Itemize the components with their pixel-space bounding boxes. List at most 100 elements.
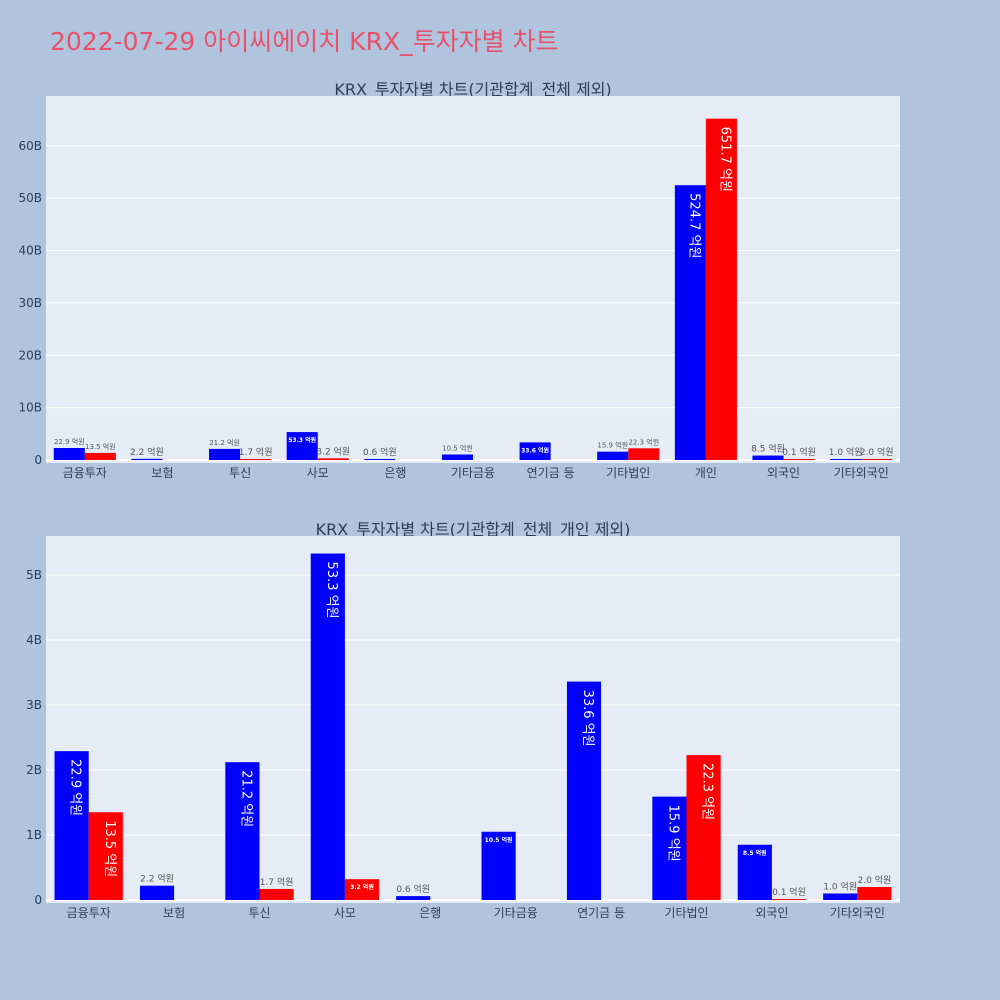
- data-label: 10.5 억원: [442, 444, 473, 453]
- x-tick-label: 외국인: [755, 906, 788, 920]
- bar-blue: [396, 896, 431, 900]
- bar-blue: [823, 893, 858, 900]
- data-label: 8.5 억원: [743, 849, 767, 857]
- data-label: 8.5 억원: [751, 443, 785, 455]
- bar-blue: [364, 459, 396, 460]
- y-tick-label: 3B: [26, 698, 42, 712]
- x-tick-label: 기타외국인: [834, 466, 889, 480]
- bar-blue: [481, 831, 516, 900]
- x-tick-label: 투신: [229, 466, 251, 480]
- data-label: 15.9 억원: [597, 441, 628, 450]
- x-tick-label: 기타법인: [606, 466, 650, 480]
- x-tick-label: 금융투자: [63, 466, 107, 480]
- bar-blue: [209, 448, 241, 460]
- data-label: 3.2 억원: [316, 445, 350, 457]
- bar-blue: [139, 885, 175, 900]
- data-label: 21.2 억원: [238, 770, 253, 827]
- bar-red: [857, 887, 892, 900]
- bar-red: [628, 448, 660, 460]
- x-tick-label: 기타외국인: [830, 906, 885, 920]
- data-label: 1.7 억원: [260, 876, 294, 888]
- data-label: 22.9 억원: [54, 437, 85, 446]
- y-tick-label: 10B: [18, 401, 42, 415]
- data-label: 0.1 억원: [772, 886, 806, 898]
- data-label: 13.5 억원: [85, 442, 116, 451]
- bar-red: [861, 458, 893, 460]
- y-tick-label: 50B: [18, 191, 42, 205]
- data-label: 22.3 억원: [628, 437, 659, 446]
- y-tick-label: 4B: [26, 633, 42, 647]
- y-tick-label: 20B: [18, 348, 42, 362]
- bar-blue: [519, 442, 551, 460]
- y-tick-label: 60B: [18, 139, 42, 153]
- bar-red: [783, 459, 815, 460]
- data-label: 651.7 억원: [717, 127, 732, 192]
- bar-blue: [53, 448, 85, 460]
- data-label: 524.7 억원: [686, 193, 701, 258]
- bar-red: [240, 459, 272, 460]
- data-label: 10.5 억원: [485, 836, 513, 844]
- data-label: 13.5 억원: [102, 820, 117, 877]
- bar-red: [259, 888, 294, 900]
- bar-blue: [131, 458, 163, 460]
- y-tick-label: 1B: [26, 828, 42, 842]
- bar-red: [771, 899, 807, 900]
- bar-blue: [752, 455, 784, 460]
- x-tick-label: 연기금 등: [577, 906, 625, 920]
- data-label: 2.0 억원: [858, 874, 892, 886]
- bar-blue: [674, 185, 706, 460]
- x-tick-label: 투신: [248, 906, 270, 920]
- x-tick-label: 기타법인: [664, 906, 708, 920]
- bar-blue: [830, 459, 862, 460]
- y-tick-label: 2B: [26, 763, 42, 777]
- y-tick-label: 0: [34, 453, 42, 467]
- data-label: 0.6 억원: [363, 446, 397, 458]
- data-label: 22.9 억원: [68, 759, 83, 816]
- bar-blue: [54, 751, 89, 900]
- bar-blue: [597, 451, 629, 460]
- bar-red: [686, 755, 721, 900]
- y-tick-label: 5B: [26, 568, 42, 582]
- data-label: 1.0 억원: [823, 881, 857, 893]
- chart-title: KRX_투자자별 차트(기관합계_전체 제외): [334, 80, 611, 100]
- x-tick-label: 은행: [384, 465, 406, 480]
- data-label: 22.3 억원: [700, 763, 715, 820]
- page-title: 2022-07-29 아이씨에이치 KRX_투자자별 차트: [50, 27, 559, 56]
- x-tick-label: 은행: [419, 905, 441, 920]
- bar-blue: [310, 553, 345, 900]
- data-label: 53.3 억원: [288, 436, 316, 444]
- data-label: 21.2 억원: [209, 438, 240, 447]
- data-label: 53.3 억원: [324, 562, 339, 619]
- bar-blue: [286, 432, 318, 460]
- bar-blue: [566, 681, 602, 900]
- plot-area: [46, 536, 900, 903]
- x-tick-label: 보험: [151, 466, 173, 480]
- data-label: 1.7 억원: [239, 446, 273, 458]
- data-label: 1.0 억원: [829, 446, 863, 458]
- bar-blue: [652, 796, 687, 900]
- bar-red: [344, 879, 380, 900]
- data-label: 3.2 억원: [350, 883, 374, 891]
- data-label: 15.9 억원: [665, 805, 680, 862]
- x-tick-label: 기타금융: [451, 466, 495, 480]
- bar-red: [317, 458, 349, 460]
- x-tick-label: 금융투자: [67, 906, 111, 920]
- data-label: 2.0 억원: [860, 446, 894, 458]
- bar-blue: [737, 844, 772, 900]
- plot-area: [46, 96, 900, 463]
- x-tick-label: 개인: [695, 466, 717, 480]
- x-tick-label: 사모: [334, 906, 356, 920]
- bar-blue: [225, 762, 260, 900]
- data-label: 33.6 억원: [580, 690, 595, 747]
- data-label: 2.2 억원: [140, 873, 174, 885]
- x-tick-label: 연기금 등: [527, 466, 575, 480]
- x-tick-label: 기타금융: [494, 906, 538, 920]
- bar-red: [705, 118, 737, 461]
- y-tick-label: 0: [34, 893, 42, 907]
- y-tick-label: 30B: [18, 296, 42, 310]
- bar-red: [88, 812, 123, 900]
- bar-red: [84, 452, 116, 460]
- data-label: 0.1 억원: [782, 446, 816, 458]
- data-label: 0.6 억원: [396, 883, 430, 895]
